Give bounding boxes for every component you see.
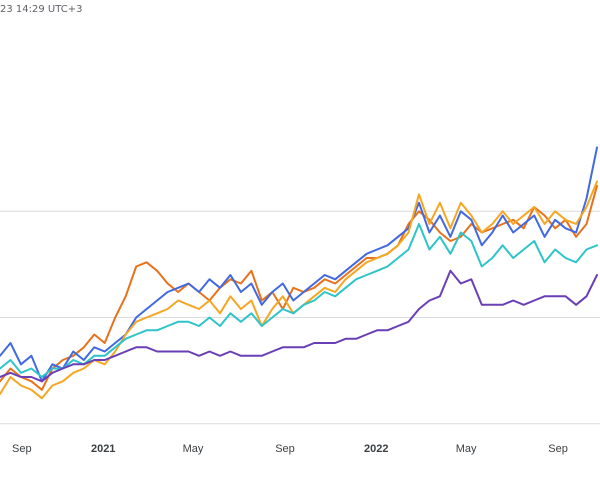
x-tick-label-6: Sep (548, 443, 568, 455)
x-tick-label-1: 2021 (91, 443, 115, 455)
x-tick-label-0: Sep (12, 443, 32, 455)
series-line-1 (0, 146, 598, 383)
timestamp-label: 23 14:29 UTC+3 (0, 4, 83, 15)
x-tick-label-5: May (456, 443, 477, 455)
x-axis-ticks: Sep 2021 May Sep 2022 May Sep (12, 443, 568, 455)
x-tick-label-3: Sep (275, 443, 295, 455)
x-tick-label-4: 2022 (364, 443, 388, 455)
series-line-0 (0, 184, 598, 391)
gridlines (0, 210, 600, 425)
x-tick-label-2: May (183, 443, 204, 455)
series-line-3 (0, 223, 598, 378)
series-lines (0, 146, 598, 400)
series-line-4 (0, 269, 598, 383)
